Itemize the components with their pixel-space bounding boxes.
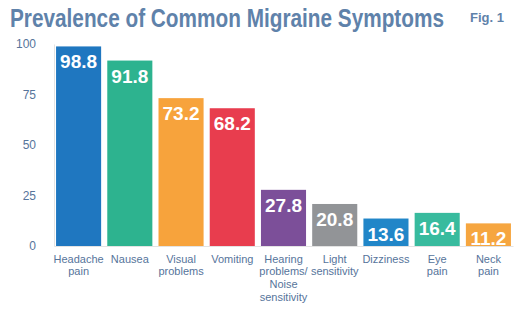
bar — [107, 61, 152, 246]
data-label: 91.8 — [111, 66, 148, 87]
bar — [210, 108, 255, 246]
bar — [312, 204, 357, 246]
x-tick-label: Hearingproblems/Noisesensitivity — [259, 253, 308, 303]
subtitle: Fig. 1 — [470, 10, 504, 25]
data-label: 11.2 — [470, 228, 506, 249]
x-tick-label-line: pain — [427, 265, 448, 277]
x-tick: Dizziness — [362, 246, 410, 265]
x-tick-label-line: Vomiting — [211, 253, 253, 265]
x-tick: Vomiting — [211, 246, 253, 265]
y-tick-label: 75 — [23, 88, 37, 102]
y-axis: 0 25 50 75 100 — [16, 37, 55, 253]
data-label: 20.8 — [316, 209, 353, 230]
x-tick-label-line: pain — [68, 265, 89, 277]
x-tick: Lightsensitivity — [311, 246, 359, 277]
x-tick: Headachepain — [54, 246, 104, 277]
y-tick: 0 — [29, 239, 54, 253]
data-label: 98.8 — [60, 51, 97, 72]
x-tick-label-line: sensitivity — [260, 291, 308, 303]
x-tick-label: Nausea — [111, 253, 150, 265]
data-label: 73.2 — [163, 103, 200, 124]
bar — [159, 98, 204, 246]
x-tick-label: Vomiting — [211, 253, 253, 265]
y-tick: 100 — [16, 37, 54, 51]
x-tick-label-line: problems/ — [259, 265, 308, 277]
x-tick-label: Lightsensitivity — [311, 253, 359, 278]
x-axis: HeadachepainNauseaVisualproblemsVomiting… — [54, 246, 514, 303]
x-tick-label: Neckpain — [476, 253, 502, 278]
y-tick-label: 50 — [23, 138, 37, 152]
x-tick-label-line: Dizziness — [362, 253, 410, 265]
title: Prevalence of Common Migraine Symptoms — [10, 3, 444, 33]
x-tick-label-line: pain — [478, 265, 499, 277]
bar — [56, 46, 101, 246]
x-tick-label-line: Noise — [269, 278, 297, 290]
x-tick-label-line: Headache — [54, 253, 104, 265]
x-tick-label-line: problems — [158, 265, 204, 277]
data-label: 68.2 — [214, 113, 251, 134]
x-tick-label-line: Neck — [476, 253, 502, 265]
x-tick-label-line: Light — [323, 253, 347, 265]
plot: 0255075100HeadachepainNauseaVisualproble… — [16, 37, 514, 302]
x-tick-label: Eyepain — [427, 253, 448, 278]
y-tick: 25 — [23, 189, 54, 203]
bars — [56, 46, 511, 246]
x-axis-line — [55, 246, 514, 247]
x-tick-label: Visualproblems — [158, 253, 204, 278]
chart: Prevalence of Common Migraine Symptoms Fi… — [0, 0, 519, 311]
x-tick: Neckpain — [476, 246, 502, 277]
data-label: 27.8 — [265, 195, 302, 216]
x-tick-label-line: sensitivity — [311, 265, 359, 277]
x-tick: Hearingproblems/Noisesensitivity — [259, 246, 308, 303]
y-tick-label: 0 — [29, 239, 36, 253]
y-axis-line — [54, 45, 55, 247]
y-tick-label: 100 — [16, 37, 36, 51]
y-tick-label: 25 — [23, 189, 37, 203]
x-tick-label-line: Eye — [428, 253, 447, 265]
x-tick-label-line: Visual — [166, 253, 196, 265]
bar — [415, 213, 460, 246]
x-tick: Eyepain — [427, 246, 448, 277]
x-tick-label-line: Hearing — [264, 253, 303, 265]
bar — [363, 219, 408, 246]
bar — [261, 190, 306, 246]
data-label: 16.4 — [419, 218, 456, 239]
y-tick: 75 — [23, 88, 54, 102]
x-tick: Visualproblems — [158, 246, 204, 277]
data-label: 13.6 — [367, 224, 404, 245]
x-tick-label-line: Nausea — [111, 253, 150, 265]
x-tick: Nausea — [111, 246, 150, 265]
data-labels: 98.8 91.8 73.2 68.2 27.8 20.8 13.6 16.4 11.2 — [60, 51, 506, 249]
y-tick: 50 — [23, 138, 54, 152]
x-tick-label: Dizziness — [362, 253, 410, 265]
x-tick-label: Headachepain — [54, 253, 104, 278]
